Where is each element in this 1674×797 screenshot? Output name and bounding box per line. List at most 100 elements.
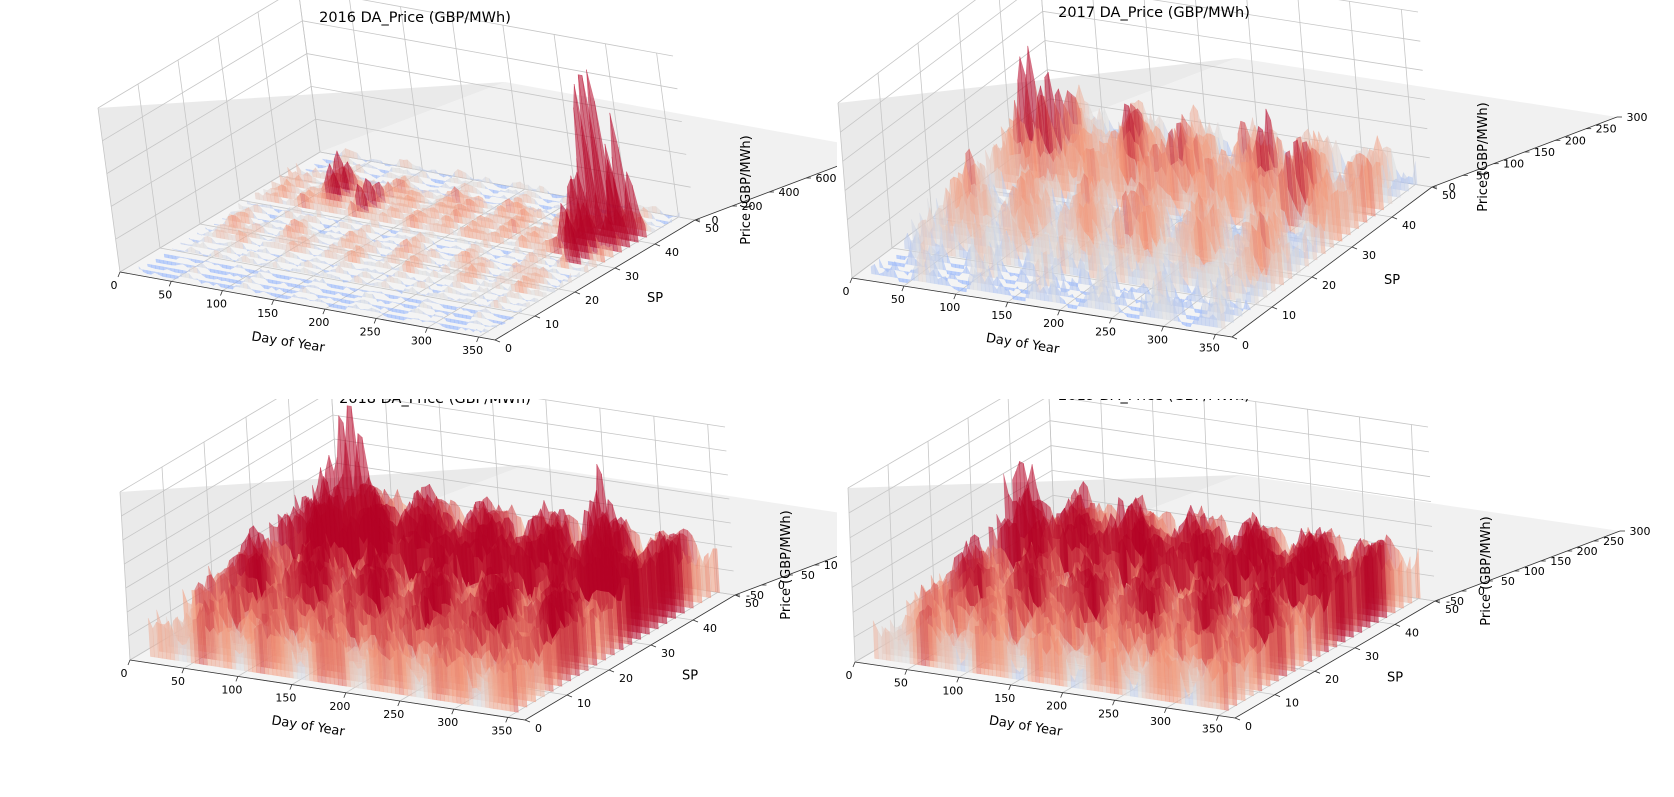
z-tick-label: -50: [746, 589, 764, 602]
x-tick-label: 200: [1046, 700, 1067, 713]
z-tick-label: -50: [1446, 595, 1464, 608]
y-tick-label: 30: [625, 270, 639, 283]
z-tick-label: 150: [1534, 146, 1555, 159]
x-tick-label: 0: [121, 667, 128, 680]
y-axis-line: [1234, 600, 1436, 719]
z-axis-label: Price (GBP/MWh): [1479, 516, 1494, 626]
y-tick-label: 30: [1365, 650, 1379, 663]
x-tick-label: 200: [329, 700, 350, 713]
y-tick-label: 10: [1285, 697, 1299, 710]
x-axis-line: [129, 659, 526, 721]
x-tick-label: 300: [411, 335, 432, 348]
z-axis-label: Price (GBP/MWh): [739, 135, 754, 245]
z-tick-label: 0: [712, 214, 719, 227]
x-tick-label: 300: [1150, 715, 1171, 728]
y-axis-label: SP: [682, 669, 698, 684]
x-tick-label: 150: [991, 309, 1012, 322]
chart-title: 2017 DA_Price (GBP/MWh): [1058, 5, 1250, 21]
z-tick-label: 300: [1630, 525, 1651, 538]
y-axis-label: SP: [1384, 273, 1400, 288]
x-tick-label: 250: [360, 325, 381, 338]
z-axis-line: [734, 555, 837, 596]
x-tick-label: 150: [994, 692, 1015, 705]
x-tick-label: 200: [1043, 317, 1064, 330]
z-tick-label: 0: [778, 579, 785, 592]
y-tick-label: 10: [1282, 309, 1296, 322]
chart-title: 2019 DA_Price (GBP/MWh): [1058, 399, 1250, 404]
z-tick-label: 150: [1550, 555, 1571, 568]
side-pane: [120, 465, 525, 660]
x-axis-label: Day of Year: [985, 331, 1061, 357]
y-axis-label: SP: [1387, 671, 1403, 686]
x-tick-label: 200: [308, 316, 329, 329]
x-tick-label: 150: [257, 307, 278, 320]
price-surface: [147, 405, 720, 713]
x-tick-label: 50: [158, 288, 172, 301]
x-tick-label: 100: [942, 684, 963, 697]
y-tick-label: 20: [1325, 673, 1339, 686]
y-axis-label: SP: [647, 291, 663, 306]
z-axis-line: [1434, 530, 1621, 602]
x-axis-line: [851, 277, 1233, 338]
z-tick-label: 300: [1627, 111, 1648, 124]
y-tick-label: 30: [1362, 249, 1376, 262]
price-surface: [872, 460, 1421, 711]
x-tick-label: 100: [206, 298, 227, 311]
z-tick-label: 50: [1476, 169, 1490, 182]
x-tick-label: 350: [491, 724, 512, 737]
y-tick-label: 40: [1402, 219, 1416, 232]
x-tick-label: 250: [1098, 707, 1119, 720]
z-tick-label: 100: [824, 559, 837, 572]
x-axis-label: Day of Year: [270, 713, 346, 739]
x-tick-label: 100: [939, 301, 960, 314]
side-pane: [98, 82, 505, 272]
y-tick-label: 20: [619, 672, 633, 685]
z-tick-label: 50: [1501, 575, 1515, 588]
price-surface: [870, 45, 1418, 330]
x-axis-line: [854, 661, 1236, 719]
chart-panel-2018: 0 50 100 150 200 250 300 350 0 10 20 30 40 50 -50 0 50 10…: [0, 399, 837, 797]
y-tick-label: 10: [545, 318, 559, 331]
z-tick-label: 100: [1524, 565, 1545, 578]
x-tick-label: 250: [1095, 325, 1116, 338]
x-tick-label: 100: [221, 683, 242, 696]
x-tick-label: 350: [462, 344, 483, 357]
z-tick-label: 200: [742, 200, 763, 213]
z-tick-label: 250: [1596, 123, 1617, 136]
z-tick-label: 0: [1449, 181, 1456, 194]
z-tick-label: 200: [1577, 545, 1598, 558]
x-tick-label: 50: [894, 677, 908, 690]
x-axis-label: Day of Year: [988, 713, 1064, 739]
z-tick-label: 100: [1503, 158, 1524, 171]
y-tick-label: 0: [1245, 720, 1252, 733]
y-axis-line: [494, 219, 696, 341]
x-tick-label: 0: [846, 669, 853, 682]
y-axis-line: [524, 594, 736, 721]
z-axis-line: [694, 165, 837, 221]
x-axis-line: [119, 271, 496, 341]
y-tick-label: 0: [1242, 339, 1249, 352]
x-tick-label: 50: [171, 675, 185, 688]
y-axis-line: [1231, 186, 1433, 338]
x-tick-label: 250: [383, 708, 404, 721]
x-tick-label: 350: [1199, 341, 1220, 354]
y-tick-label: 10: [577, 697, 591, 710]
chart-title: 2016 DA_Price (GBP/MWh): [319, 10, 511, 26]
x-tick-label: 350: [1202, 723, 1223, 736]
side-pane: [848, 475, 1240, 662]
y-tick-label: 40: [1405, 626, 1419, 639]
y-tick-label: 40: [703, 622, 717, 635]
z-axis-label: Price (GBP/MWh): [1476, 102, 1491, 212]
chart-panel-2019: 0 50 100 150 200 250 300 350 0 10 20 30 40 50 -50 0 50 10…: [837, 399, 1674, 797]
y-tick-label: 20: [1322, 279, 1336, 292]
z-tick-label: 200: [1565, 134, 1586, 147]
x-tick-label: 50: [891, 293, 905, 306]
y-tick-label: 50: [1445, 603, 1459, 616]
price-surface: [138, 69, 681, 334]
x-tick-label: 150: [275, 692, 296, 705]
z-tick-label: 600: [816, 172, 837, 185]
chart-panel-2017: 0 50 100 150 200 250 300 350 0 10 20 30 40 50 0 50 100 15…: [837, 0, 1674, 398]
